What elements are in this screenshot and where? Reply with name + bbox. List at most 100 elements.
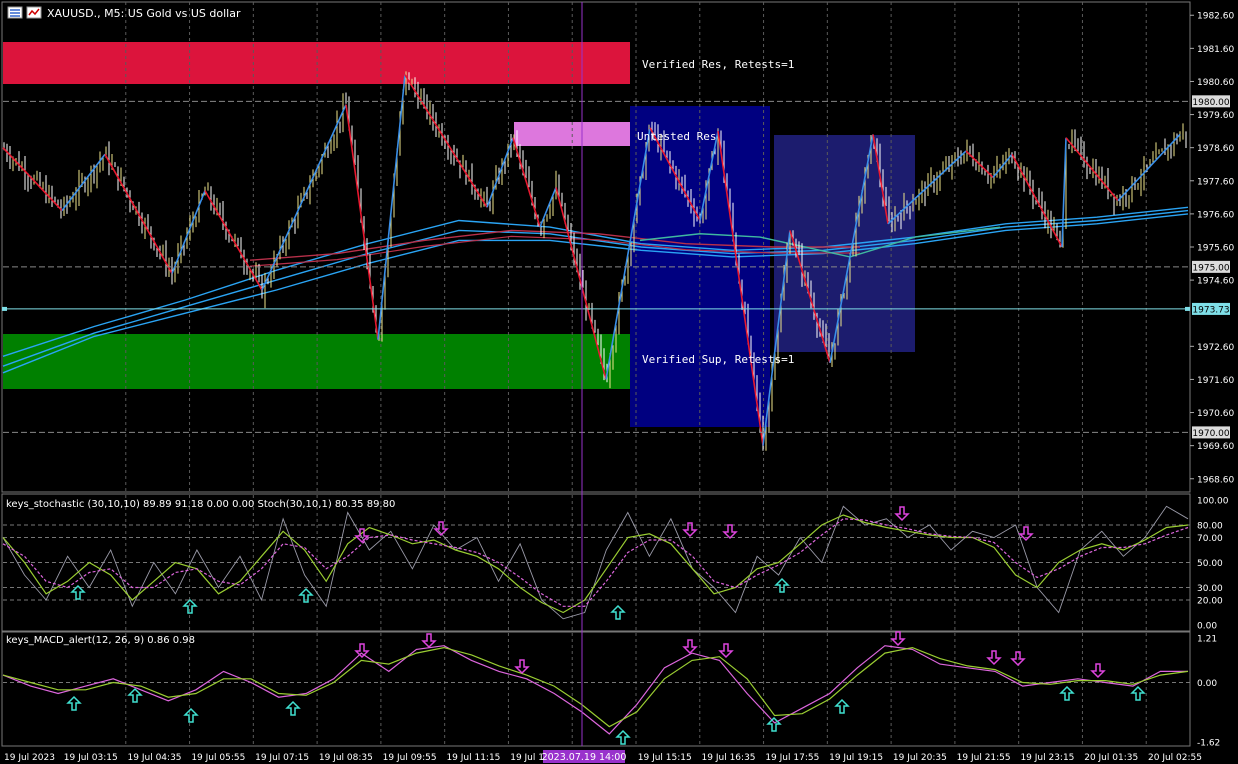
arrow-up-icon (615, 729, 631, 745)
time-tick-label: 19 Jul 11:15 (446, 753, 500, 763)
time-tick-label: 19 Jul 19:15 (829, 753, 883, 763)
price-tick-label: 1981.60 (1197, 45, 1234, 55)
candles (3, 71, 1187, 451)
stochastic-tick-label: 100.00 (1197, 497, 1229, 507)
stochastic-series (2, 518, 1189, 607)
time-tick-label: 19 Jul 21:55 (957, 753, 1011, 763)
stochastic-tick-label: 70.00 (1197, 534, 1223, 544)
stochastic-levels (3, 524, 1190, 601)
moving-average-line (2, 206, 1189, 357)
price-lines: 1980.00 1975.00 1970.00 1973.73 (2, 95, 1230, 439)
zigzag-segment (345, 104, 379, 340)
arrow-down-icon (421, 633, 437, 649)
arrow-up-icon (70, 584, 86, 600)
price-line-badge (1192, 426, 1230, 439)
time-tick-label: 19 Jul 2023 (4, 753, 55, 763)
time-tick-label: 19 Jul 17:55 (765, 753, 819, 763)
bid-marker-left (2, 306, 7, 311)
zigzag-segment (992, 153, 1013, 178)
price-line-badge (1192, 260, 1230, 273)
arrow-up-icon (298, 587, 314, 603)
stochastic-title: keys_stochastic (30,10,10) 89.89 91.18 0… (6, 499, 395, 510)
arrow-down-icon (1090, 663, 1106, 679)
arrow-up-icon (610, 604, 626, 620)
stochastic-tick-label: 30.00 (1197, 584, 1223, 594)
macd-arrows (66, 631, 1146, 745)
time-tick-label: 20 Jul 01:35 (1084, 753, 1138, 763)
moving-average-line (2, 209, 1189, 367)
price-tick-label: 1972.60 (1197, 343, 1234, 353)
price-line-badge (1192, 95, 1230, 108)
zigzag-segment (649, 127, 701, 221)
zigzag-segment (965, 150, 994, 179)
arrow-down-icon (354, 643, 370, 659)
stochastic-arrows (70, 506, 1034, 620)
arrow-down-icon (682, 639, 698, 655)
resistance-zone-verified (3, 42, 630, 84)
zigzag-segment (555, 187, 607, 380)
arrow-down-icon (433, 521, 449, 537)
zigzag-segment (1061, 137, 1067, 248)
time-tick-label: 19 Jul 08:35 (319, 753, 373, 763)
crosshair-time-label: 2023.07.19 14:00 (542, 752, 627, 763)
arrow-down-icon (890, 631, 906, 647)
stochastic-axis: 100.00 80.00 70.00 50.00 30.00 20.00 0.00 (1197, 497, 1229, 632)
arrow-up-icon (834, 698, 850, 714)
time-tick-label: 20 Jul 02:55 (1148, 753, 1202, 763)
time-tick-label: 19 Jul 03:15 (64, 753, 118, 763)
zigzag-segment (762, 230, 791, 446)
arrow-down-icon (986, 650, 1002, 666)
zigzag-segment (261, 104, 347, 291)
chart-type-icon[interactable] (26, 6, 42, 19)
arrow-up-icon (1130, 685, 1146, 701)
stochastic-lines (2, 505, 1189, 620)
stochastic-series (2, 514, 1189, 614)
macd-title: keys_MACD_alert(12, 26, 9) 0.86 0.98 (6, 635, 195, 646)
moving-average-line (249, 229, 860, 261)
time-tick-label: 19 Jul 05:55 (191, 753, 245, 763)
time-tick-label: 19 Jul 07:15 (255, 753, 309, 763)
moving-average-line (639, 226, 1001, 258)
macd-pane-frame (1, 631, 1191, 747)
arrow-up-icon (285, 700, 301, 716)
zone-label-untested-res: Untested Res (637, 130, 716, 143)
zigzag-segment (204, 190, 263, 291)
arrow-down-icon (894, 506, 910, 522)
window-menu-icon[interactable] (7, 6, 23, 19)
arrow-up-icon (766, 716, 782, 732)
price-tick-label: 1980.60 (1197, 78, 1234, 88)
price-tick-label: 1975.60 (1197, 244, 1234, 254)
price-tick-label: 1974.60 (1197, 277, 1234, 287)
zigzag-segment (377, 74, 406, 340)
zigzag-segment (486, 137, 514, 208)
stochastic-tick-label: 0.00 (1197, 622, 1217, 632)
macd-lines (2, 645, 1189, 735)
arrow-up-icon (66, 695, 82, 711)
time-tick-label: 19 Jul 16:35 (702, 753, 756, 763)
macd-series (2, 646, 1189, 728)
moving-average-line (249, 235, 860, 267)
arrow-down-icon (354, 528, 370, 544)
stochastic-tick-label: 50.00 (1197, 559, 1223, 569)
zigzag-segment (887, 150, 967, 225)
arrow-up-icon (774, 577, 790, 593)
zone-label-verified-res: Verified Res, Retests=1 (642, 58, 794, 71)
price-tick-label: 1979.60 (1197, 111, 1234, 121)
arrow-down-icon (722, 524, 738, 540)
macd-axis: 1.21 0.00 -1.62 (1197, 635, 1220, 749)
bid-marker-right (1185, 306, 1190, 311)
price-line-label: 1970.00 (1192, 429, 1229, 439)
macd-tick-label: 1.21 (1197, 635, 1217, 645)
zigzag-segment (699, 130, 719, 221)
time-tick-label: 19 Jul 12:35 (510, 753, 564, 763)
zigzag-segment (789, 230, 831, 364)
zigzag-segment (512, 137, 541, 228)
time-tick-label: 19 Jul 09:55 (383, 753, 437, 763)
zone-label-verified-sup: Verified Sup, Retests=1 (642, 353, 794, 366)
arrow-down-icon (1018, 526, 1034, 542)
macd-series (2, 645, 1188, 735)
arrow-down-icon (682, 522, 698, 538)
chart-title: XAUUSD., M5: US Gold vs US dollar (47, 7, 241, 20)
arrow-down-icon (1010, 651, 1026, 667)
